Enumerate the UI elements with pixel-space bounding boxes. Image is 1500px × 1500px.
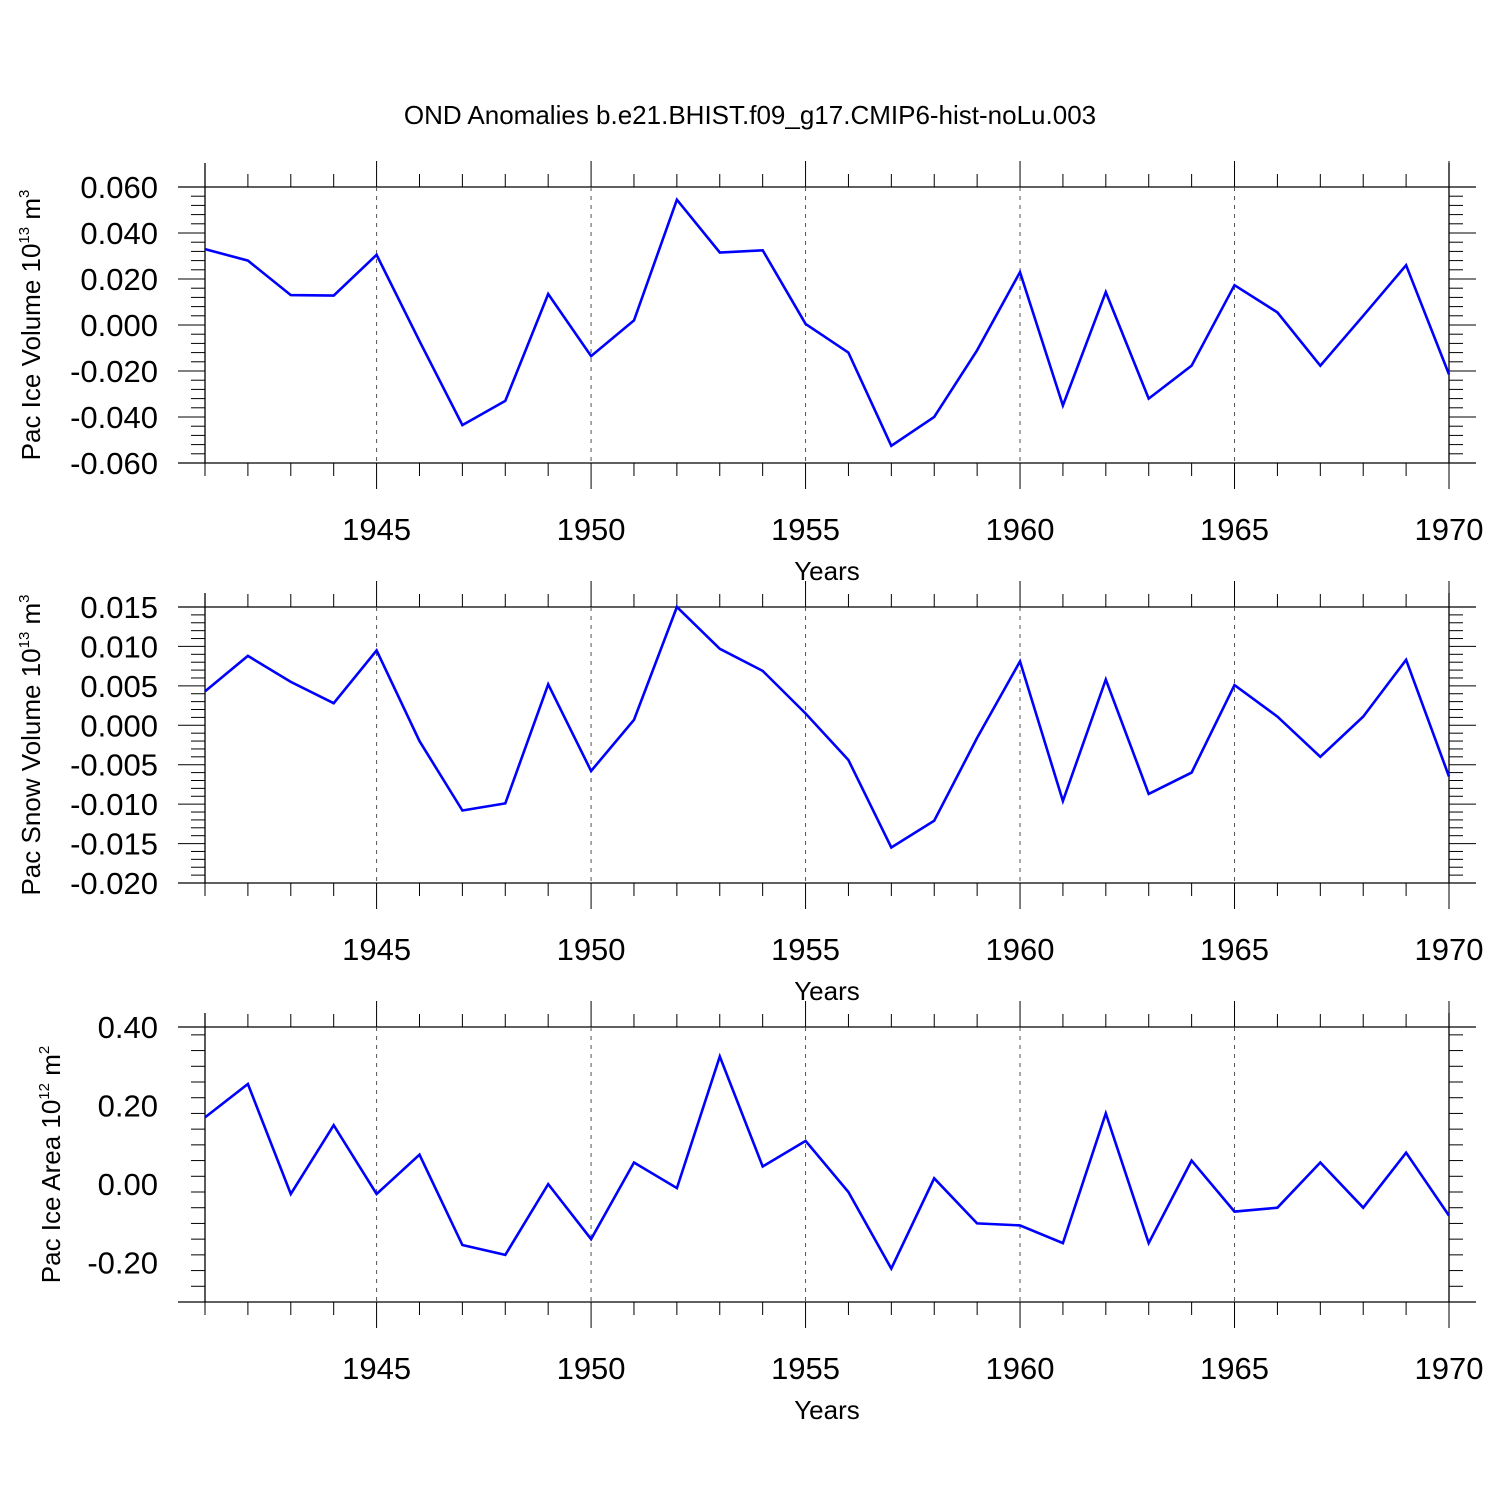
x-tick-label: 1960	[986, 512, 1055, 547]
y-tick-label: -0.010	[70, 787, 158, 822]
y-tick-label: 0.000	[80, 308, 158, 343]
y-tick-label: -0.020	[70, 866, 158, 901]
x-axis-label: Years	[794, 556, 860, 586]
y-axis-label: Pac Ice Volume 1013 m3	[16, 190, 46, 461]
x-tick-label: 1965	[1200, 932, 1269, 967]
y-tick-label: 0.00	[98, 1167, 158, 1202]
x-tick-label: 1955	[771, 1351, 840, 1386]
y-tick-label: 0.000	[80, 708, 158, 743]
x-tick-label: 1950	[557, 1351, 626, 1386]
x-tick-label: 1950	[557, 512, 626, 547]
y-tick-label: -0.20	[87, 1246, 158, 1281]
panel-ice-area: 1945 1950 1955 1960 1965 1970 Years -0.20 0.00 0.…	[36, 1001, 1483, 1425]
y-tick-label: 0.040	[80, 216, 158, 251]
panel-ice-volume: 1945 1950 1955 1960 1965 1970 Years -0.060 -0.04…	[16, 161, 1483, 586]
x-tick-label: 1955	[771, 512, 840, 547]
x-tick-label: 1965	[1200, 512, 1269, 547]
y-tick-label: 0.015	[80, 590, 158, 625]
x-tick-label: 1960	[986, 932, 1055, 967]
y-tick-label: 0.005	[80, 669, 158, 704]
y-tick-label: 0.20	[98, 1089, 158, 1124]
x-tick-label: 1970	[1415, 1351, 1484, 1386]
x-axis-label: Years	[794, 1395, 860, 1425]
x-tick-label: 1970	[1415, 932, 1484, 967]
y-axis-label: Pac Ice Area 1012 m2	[36, 1046, 66, 1283]
y-tick-label: 0.060	[80, 170, 158, 205]
x-tick-label: 1970	[1415, 512, 1484, 547]
panel-snow-volume: 1945 1950 1955 1960 1965 1970 Years -0.020 -0.01…	[16, 581, 1483, 1006]
x-tick-label: 1945	[342, 512, 411, 547]
series-line	[204, 1052, 1451, 1272]
y-axis-label: Pac Snow Volume 1013 m3	[16, 594, 46, 895]
x-tick-label: 1945	[342, 1351, 411, 1386]
x-axis-label: Years	[794, 976, 860, 1006]
figure-title: OND Anomalies b.e21.BHIST.f09_g17.CMIP6-…	[404, 100, 1096, 130]
y-tick-label: 0.020	[80, 262, 158, 297]
y-tick-label: -0.060	[70, 446, 158, 481]
x-tick-label: 1965	[1200, 1351, 1269, 1386]
x-tick-label: 1960	[986, 1351, 1055, 1386]
y-tick-label: -0.015	[70, 827, 158, 862]
x-tick-label: 1945	[342, 932, 411, 967]
y-tick-label: 0.40	[98, 1010, 158, 1045]
y-tick-label: -0.020	[70, 354, 158, 389]
y-tick-label: 0.010	[80, 629, 158, 664]
series-line	[204, 197, 1451, 448]
series-line	[204, 604, 1451, 850]
y-tick-label: -0.040	[70, 400, 158, 435]
y-tick-label: -0.005	[70, 748, 158, 783]
x-tick-label: 1950	[557, 932, 626, 967]
x-tick-label: 1955	[771, 932, 840, 967]
